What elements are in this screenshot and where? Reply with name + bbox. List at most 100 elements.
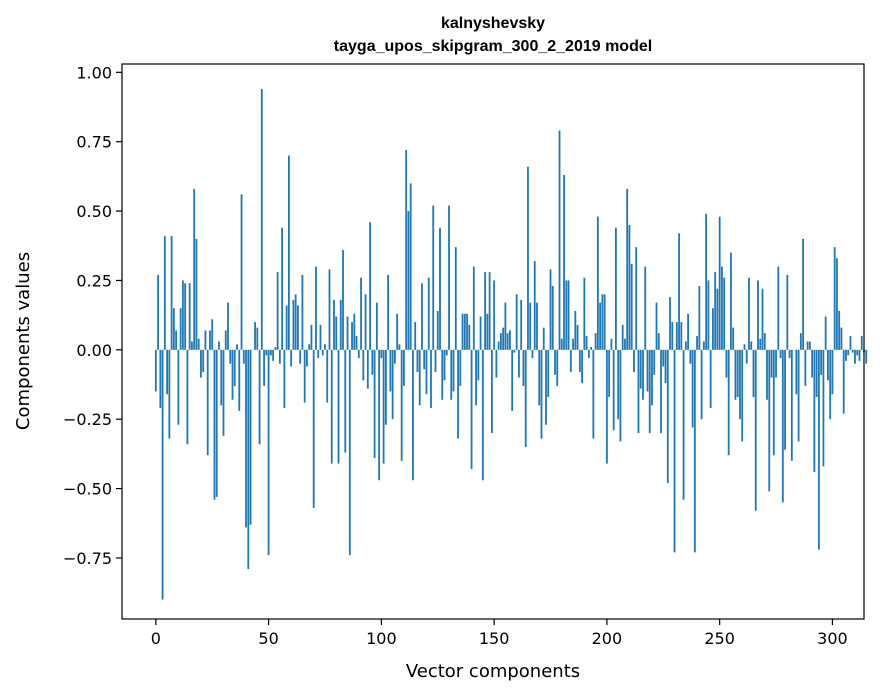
- bar-99: [378, 349, 380, 481]
- bar-19: [197, 338, 200, 350]
- bar-163: [522, 349, 525, 386]
- bar-174: [547, 349, 550, 397]
- bar-257: [734, 349, 737, 400]
- bar-268: [759, 338, 762, 350]
- bar-70: [312, 349, 315, 508]
- bar-62: [294, 294, 297, 350]
- bar-194: [592, 349, 595, 439]
- bar-95: [369, 222, 371, 350]
- bar-81: [337, 349, 340, 464]
- bar-302: [836, 258, 838, 350]
- bar-7: [170, 236, 173, 350]
- bar-97: [373, 349, 376, 459]
- bar-261: [743, 344, 746, 350]
- bar-12: [181, 280, 184, 350]
- plot-area-frame: [121, 63, 865, 620]
- bar-60: [290, 349, 293, 367]
- bar-92: [362, 349, 365, 381]
- bar-210: [628, 224, 631, 350]
- bar-212: [633, 349, 635, 373]
- bar-305: [842, 349, 845, 414]
- bar-41: [247, 349, 250, 570]
- bar-172: [542, 327, 545, 350]
- bar-299: [829, 349, 832, 420]
- bar-162: [520, 299, 523, 350]
- y-tick-label-2: −0.25: [63, 410, 112, 429]
- bar-137: [463, 313, 466, 350]
- bar-179: [558, 130, 561, 350]
- bar-102: [384, 349, 387, 425]
- bar-6: [168, 349, 171, 439]
- bar-33: [229, 349, 232, 364]
- bar-190: [583, 277, 586, 350]
- bar-75: [324, 344, 326, 350]
- bar-313: [860, 335, 863, 350]
- bar-83: [342, 249, 344, 350]
- bar-227: [666, 349, 669, 484]
- bar-155: [504, 302, 507, 350]
- bar-82: [339, 299, 342, 350]
- bar-138: [466, 313, 468, 350]
- bar-150: [493, 280, 496, 350]
- bar-237: [689, 349, 692, 364]
- bar-169: [536, 302, 538, 350]
- bar-52: [272, 349, 274, 361]
- bar-250: [718, 216, 721, 350]
- bar-143: [477, 349, 480, 381]
- x-tick-label-100: 100: [366, 629, 397, 648]
- bar-160: [515, 294, 518, 350]
- bar-165: [527, 166, 529, 350]
- bar-177: [554, 349, 556, 375]
- bar-73: [319, 324, 322, 350]
- bar-222: [655, 302, 658, 350]
- bar-214: [637, 349, 640, 434]
- bar-65: [301, 274, 304, 350]
- bar-211: [630, 263, 633, 350]
- bar-281: [788, 349, 791, 359]
- bar-263: [748, 277, 750, 350]
- x-tick-label-150: 150: [479, 629, 510, 648]
- bar-245: [707, 280, 710, 350]
- bar-64: [299, 349, 302, 364]
- bar-249: [716, 288, 719, 350]
- bar-296: [822, 349, 825, 467]
- bar-199: [603, 294, 606, 350]
- bar-175: [549, 269, 552, 350]
- bar-303: [838, 310, 841, 350]
- bar-109: [400, 349, 403, 461]
- bar-276: [777, 266, 780, 350]
- bar-51: [269, 349, 272, 356]
- bar-34: [231, 349, 234, 400]
- bar-270: [763, 333, 766, 350]
- bar-23: [206, 349, 209, 456]
- bar-79: [333, 299, 335, 350]
- bar-157: [509, 330, 511, 350]
- bar-189: [581, 349, 583, 384]
- bar-0: [154, 349, 157, 392]
- y-tick-label-6: 0.75: [76, 133, 112, 152]
- bar-146: [484, 272, 486, 350]
- bar-204: [615, 227, 617, 350]
- bar-273: [770, 349, 773, 378]
- bar-242: [700, 349, 703, 420]
- bar-255: [730, 252, 732, 350]
- bar-238: [691, 349, 694, 428]
- bar-215: [639, 349, 642, 389]
- bar-275: [775, 349, 777, 378]
- y-tick-label-7: 1.00: [76, 63, 112, 82]
- bar-206: [619, 349, 622, 442]
- bar-151: [495, 349, 498, 378]
- bar-25: [211, 319, 214, 350]
- bar-10: [177, 349, 180, 425]
- y-tick-label-4: 0.25: [76, 271, 112, 290]
- bar-100: [380, 349, 383, 359]
- bar-166: [529, 302, 532, 350]
- bar-223: [657, 333, 660, 350]
- bar-232: [678, 233, 680, 350]
- bar-108: [398, 344, 401, 350]
- bar-178: [556, 349, 559, 386]
- bar-101: [382, 349, 385, 464]
- bar-69: [310, 324, 313, 350]
- y-tick-label-5: 0.50: [76, 202, 112, 221]
